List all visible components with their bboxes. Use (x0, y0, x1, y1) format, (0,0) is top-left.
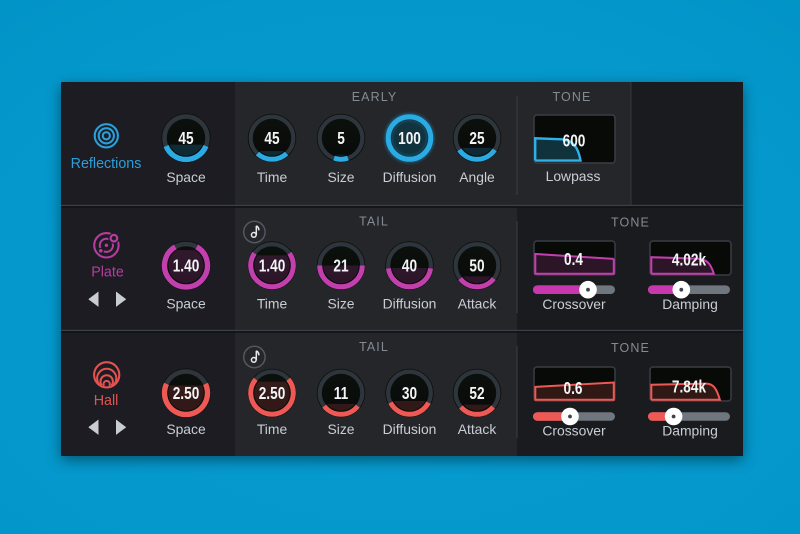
svg-text:0.6: 0.6 (564, 379, 583, 398)
svg-text:Space: Space (166, 169, 206, 185)
svg-text:TONE: TONE (611, 341, 650, 355)
svg-text:7.84k: 7.84k (672, 378, 706, 397)
svg-text:EARLY: EARLY (352, 90, 398, 104)
svg-text:TAIL: TAIL (359, 340, 389, 354)
svg-text:0.4: 0.4 (564, 250, 583, 269)
svg-text:Crossover: Crossover (542, 423, 606, 439)
svg-text:45: 45 (178, 129, 193, 148)
svg-text:Attack: Attack (458, 296, 497, 312)
svg-text:100: 100 (398, 129, 421, 148)
svg-text:4.02k: 4.02k (672, 251, 706, 270)
svg-text:25: 25 (469, 129, 484, 148)
svg-text:TONE: TONE (553, 90, 592, 104)
svg-text:Diffusion: Diffusion (383, 296, 437, 312)
svg-text:40: 40 (402, 257, 417, 276)
svg-text:Lowpass: Lowpass (546, 168, 601, 184)
svg-text:Time: Time (257, 169, 288, 185)
svg-text:Angle: Angle (459, 169, 495, 185)
svg-text:Hall: Hall (94, 393, 119, 409)
svg-text:Size: Size (327, 421, 354, 437)
svg-text:11: 11 (334, 384, 349, 403)
svg-text:21: 21 (333, 257, 348, 276)
svg-text:TAIL: TAIL (359, 215, 389, 229)
svg-text:1.40: 1.40 (259, 257, 286, 276)
svg-text:Reflections: Reflections (71, 156, 142, 172)
svg-text:Space: Space (166, 296, 206, 312)
svg-text:Diffusion: Diffusion (383, 421, 437, 437)
svg-text:Attack: Attack (458, 421, 497, 437)
svg-text:Size: Size (327, 296, 354, 312)
svg-text:2.50: 2.50 (259, 384, 286, 403)
svg-text:600: 600 (563, 132, 586, 151)
svg-text:52: 52 (469, 384, 484, 403)
svg-text:Diffusion: Diffusion (383, 169, 437, 185)
svg-text:Size: Size (327, 169, 354, 185)
svg-text:Plate: Plate (91, 264, 124, 280)
svg-text:Time: Time (257, 421, 288, 437)
svg-text:2.50: 2.50 (173, 384, 200, 403)
svg-text:Crossover: Crossover (542, 296, 606, 312)
svg-text:5: 5 (337, 129, 345, 148)
svg-text:Damping: Damping (662, 423, 718, 439)
svg-text:30: 30 (402, 384, 417, 403)
svg-text:50: 50 (469, 257, 484, 276)
svg-text:1.40: 1.40 (173, 257, 200, 276)
svg-text:Space: Space (166, 421, 206, 437)
svg-text:Time: Time (257, 296, 288, 312)
svg-text:TONE: TONE (611, 216, 650, 230)
svg-text:45: 45 (264, 129, 279, 148)
svg-text:Damping: Damping (662, 296, 718, 312)
